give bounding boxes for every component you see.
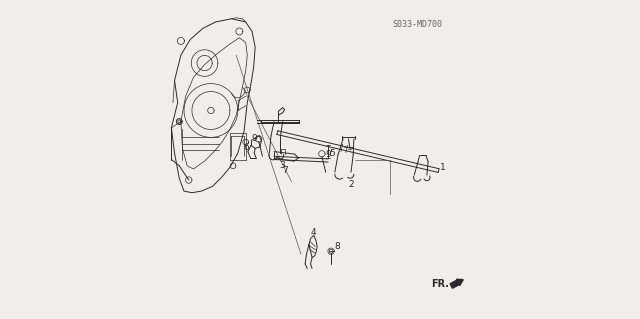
Text: 8: 8 (334, 242, 340, 251)
Text: 3: 3 (279, 161, 285, 170)
Text: 9: 9 (325, 150, 331, 159)
Text: 1: 1 (440, 163, 446, 172)
Text: 4: 4 (311, 228, 317, 237)
Text: 2: 2 (349, 180, 355, 189)
Text: 9: 9 (252, 134, 257, 144)
Text: S033-MD700: S033-MD700 (393, 20, 443, 29)
FancyArrow shape (450, 279, 463, 288)
Text: 6: 6 (244, 143, 250, 152)
Text: 7: 7 (282, 166, 288, 175)
Text: FR.: FR. (431, 279, 449, 289)
Text: 5: 5 (330, 149, 335, 158)
